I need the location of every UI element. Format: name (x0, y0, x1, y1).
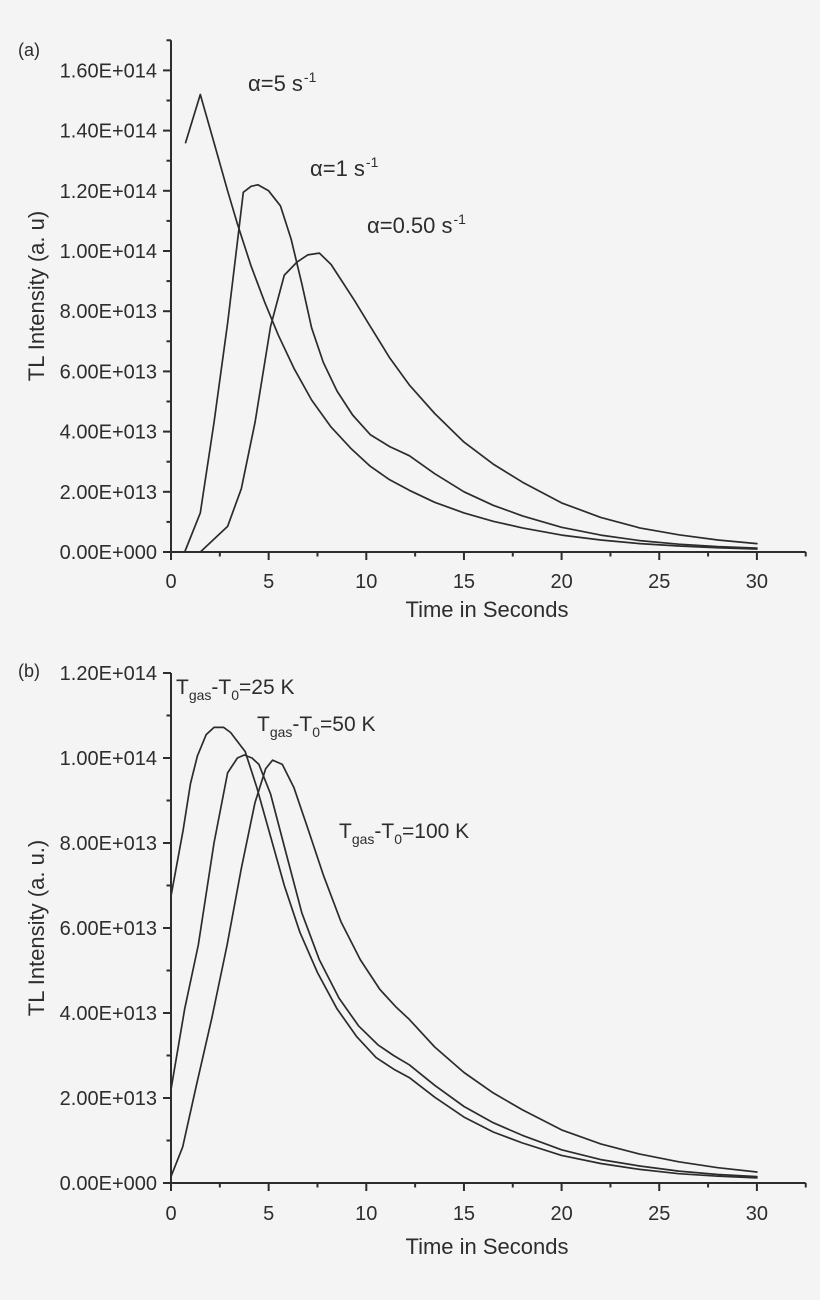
curve-label-tgas-50: Tgas-T0=50 K (257, 713, 376, 740)
curve-label-alpha-050: α=0.50 s-1 (367, 211, 466, 239)
curve-label-tgas-100: Tgas-T0=100 K (339, 820, 470, 847)
panel-a-y-axis-title: TL Intensity (a. u) (24, 211, 49, 381)
superscript: -1 (453, 211, 466, 227)
subscript: 0 (394, 831, 403, 847)
panel-b-y-tick-label: 1.00E+014 (60, 748, 157, 770)
panel-a-letter: (a) (18, 40, 40, 60)
panel-b-x-tick-label: 20 (550, 1203, 572, 1225)
panel-a-x-tick-label: 30 (746, 571, 768, 593)
curve-label-text: -T (292, 713, 313, 736)
panel-a-axes (170, 40, 806, 553)
superscript: -1 (365, 154, 379, 170)
panel-a-y-tick-label: 4.00E+013 (60, 422, 157, 444)
panel-a-y-tick-label: 0.00E+000 (60, 542, 157, 564)
panel-b-x-tick-label: 15 (453, 1203, 475, 1225)
panel-b-y-tick-label: 6.00E+013 (60, 918, 157, 940)
panel-a-x-tick-label: 10 (355, 571, 377, 593)
panel-a-series-2 (183, 183, 758, 553)
curve-label-text: T (339, 820, 352, 843)
panel-a-y-tick-label: 1.20E+014 (60, 181, 157, 203)
panel-b-x-tick-label: 0 (165, 1203, 176, 1225)
subscript: gas (351, 831, 375, 847)
subscript: gas (269, 724, 293, 740)
panel-a-x-tick-label: 5 (263, 571, 274, 593)
curve-label-text: =50 K (320, 713, 376, 736)
panel-a-y-tick-label: 8.00E+013 (60, 301, 157, 323)
curve-label-text: α=1 s (310, 156, 365, 181)
panel-b-x-tick-label: 25 (648, 1203, 670, 1225)
panel-b-x-axis-title: Time in Seconds (405, 1234, 568, 1259)
curve-label-text: T (176, 676, 189, 699)
panel-a-y-tick-label: 1.00E+014 (60, 241, 157, 263)
panel-b-x-tick-label: 10 (355, 1203, 377, 1225)
curve-label-text: =25 K (239, 676, 295, 699)
panel-a-x-tick-label: 15 (453, 571, 475, 593)
panel-a-x-tick-label: 20 (550, 571, 572, 593)
subscript: 0 (231, 687, 240, 703)
panel-a-x-axis-title: Time in Seconds (405, 597, 568, 622)
panel-a-y-tick-label: 1.60E+014 (60, 60, 157, 82)
panel-b-series-3 (170, 759, 758, 1178)
panel-b-y-tick-label: 8.00E+013 (60, 833, 157, 855)
panel-a-series-3 (199, 252, 758, 553)
curve-label-alpha-5: α=5 s-1 (248, 69, 317, 97)
curve-label-alpha-1: α=1 s-1 (310, 154, 379, 182)
curve-label-text: =100 K (402, 820, 470, 843)
curve-label-text: -T (374, 820, 395, 843)
panel-b-y-tick-label: 1.20E+014 (60, 663, 157, 685)
panel-a-x-tick-label: 0 (165, 571, 176, 593)
curve-label-text: α=0.50 s (367, 213, 453, 238)
panel-a-y-tick-label: 6.00E+013 (60, 361, 157, 383)
panel-b-series-2 (170, 754, 758, 1178)
panel-b-y-tick-label: 4.00E+013 (60, 1003, 157, 1025)
curve-label-text: -T (211, 676, 232, 699)
panel-b-y-axis-title: TL Intensity (a. u.) (24, 840, 49, 1016)
panel-b-letter: (b) (18, 661, 40, 681)
panel-b-plot-area: 0.00E+000 2.00E+013 4.00E+013 6.00E+013 8.00… (60, 663, 807, 1225)
panel-b-y-tick-label: 0.00E+000 (60, 1173, 157, 1195)
panel-a-y-tick-label: 2.00E+013 (60, 482, 157, 504)
panel-a-y-tick-label: 1.40E+014 (60, 121, 157, 143)
superscript: -1 (303, 69, 317, 85)
panel-b-x-tick-label: 5 (263, 1203, 274, 1225)
panel-b-x-tick-label: 30 (746, 1203, 768, 1225)
panel-b-series-1 (170, 726, 758, 1179)
panel-a-plot-area: 0.00E+000 2.00E+013 4.00E+013 6.00E+013 8.00… (60, 39, 807, 593)
panel-b-axes (170, 673, 806, 1184)
panel-a-series-1 (184, 93, 758, 550)
curve-label-text: T (257, 713, 270, 736)
subscript: 0 (312, 724, 321, 740)
curve-label-tgas-25: Tgas-T0=25 K (176, 676, 295, 703)
panel-a-x-tick-label: 25 (648, 571, 670, 593)
panel-b-y-tick-label: 2.00E+013 (60, 1088, 157, 1110)
subscript: gas (188, 687, 212, 703)
curve-label-text: α=5 s (248, 71, 303, 96)
